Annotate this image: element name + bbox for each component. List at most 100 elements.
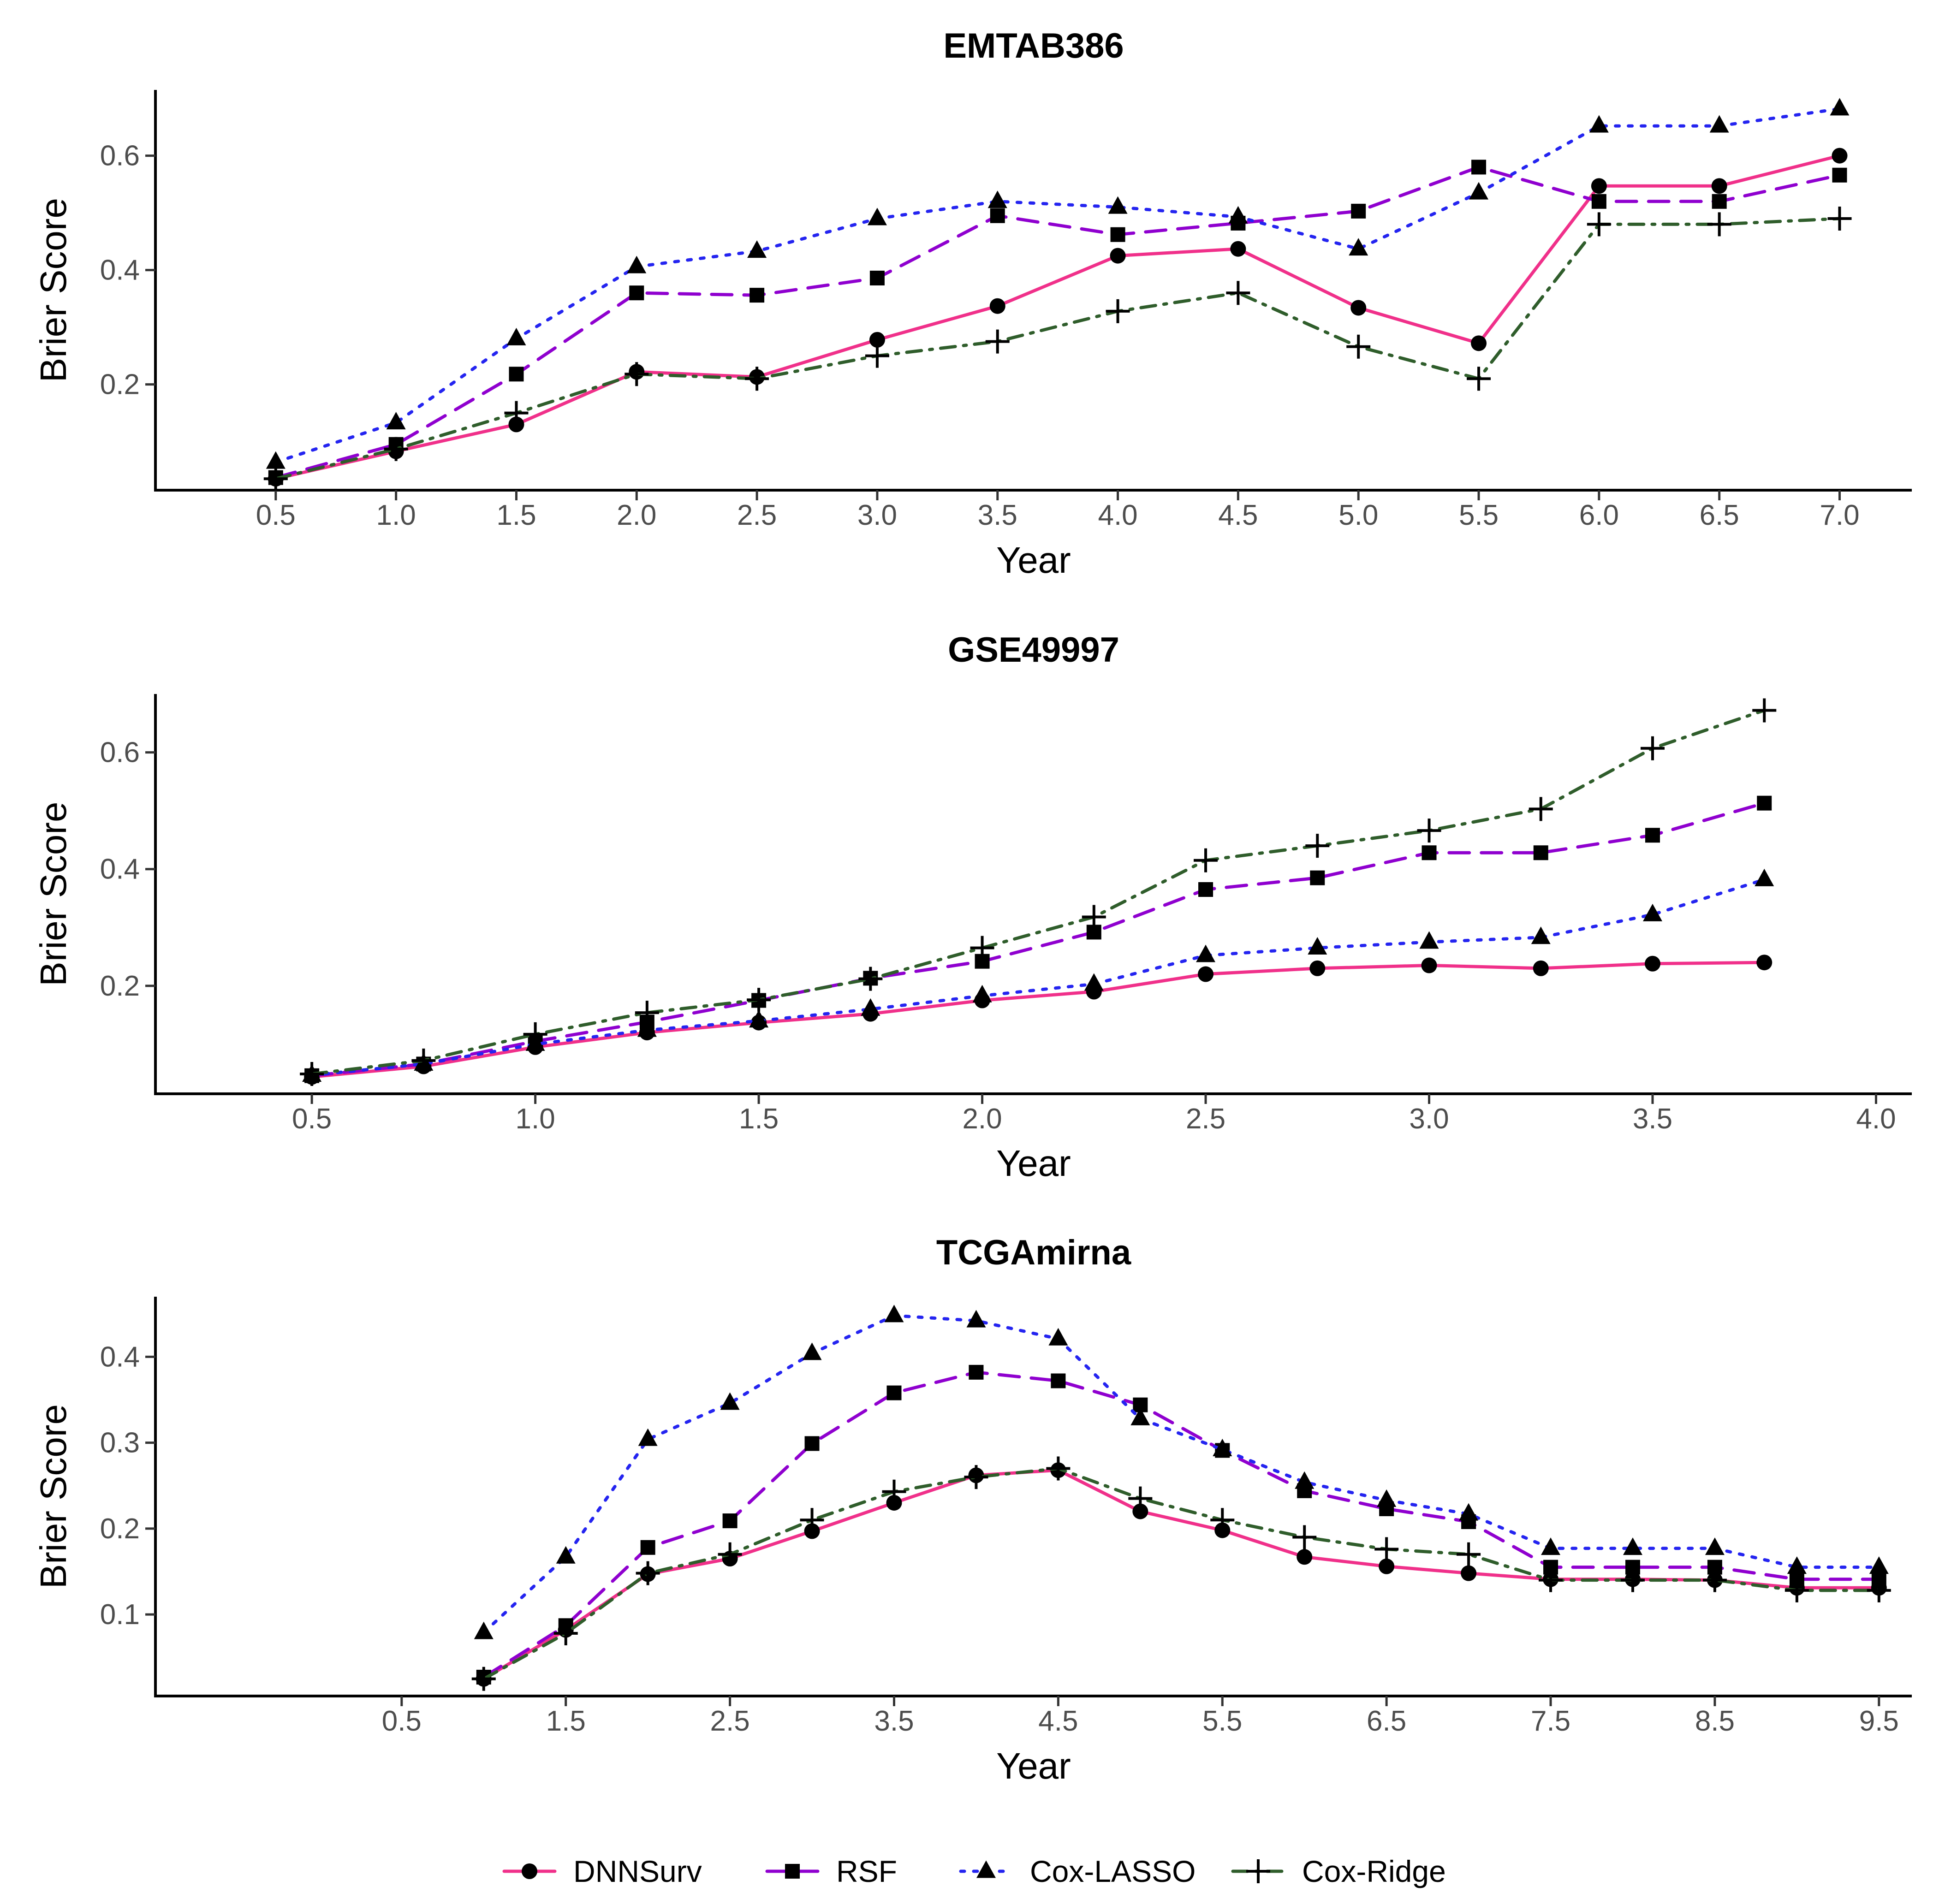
x-tick-label: 4.5: [1218, 499, 1258, 531]
data-point-cox-ridge: [745, 367, 769, 391]
legend: DNNSurv RSF Cox-LASSO Cox-Ridge: [502, 1854, 1446, 1888]
data-point-cox-ridge: [1082, 905, 1106, 929]
data-point-cox-lasso: [556, 1546, 576, 1564]
data-point-dnnsurv: [1645, 955, 1661, 972]
x-axis-label: Year: [996, 1143, 1071, 1184]
x-tick-label: 6.0: [1579, 499, 1619, 531]
legend-item-cox-lasso: Cox-LASSO: [959, 1854, 1196, 1888]
legend-label: DNNSurv: [573, 1854, 702, 1888]
data-point-dnnsurv: [1832, 148, 1848, 164]
series-rsf: [268, 160, 1847, 485]
data-point-cox-lasso: [1048, 1328, 1068, 1346]
data-point-cox-lasso: [972, 985, 992, 1002]
series-line-cox-lasso: [274, 107, 1841, 464]
data-point-cox-lasso: [1108, 196, 1128, 214]
y-axis-label: Brier Score: [33, 198, 74, 382]
data-point-cox-ridge: [1752, 698, 1777, 723]
data-point-rsf: [509, 367, 524, 382]
data-point-dnnsurv: [1711, 178, 1727, 194]
data-point-cox-ridge: [411, 1048, 436, 1073]
x-tick-label: 6.5: [1367, 1705, 1406, 1737]
x-tick-label: 3.0: [1409, 1103, 1449, 1135]
data-point-rsf: [749, 288, 765, 303]
data-point-rsf: [804, 1436, 820, 1451]
y-tick-label: 0.4: [100, 1341, 140, 1373]
data-point-cox-ridge: [1346, 334, 1371, 359]
y-tick-label: 0.6: [100, 140, 140, 172]
y-tick-label: 0.6: [100, 737, 140, 769]
x-tick-label: 3.5: [1633, 1103, 1672, 1135]
data-point-dnnsurv: [1110, 248, 1126, 264]
data-point-rsf: [722, 1513, 738, 1529]
data-point-cox-ridge: [800, 1508, 824, 1532]
data-point-cox-ridge: [1641, 736, 1665, 760]
data-point-cox-ridge: [1128, 1486, 1153, 1511]
panel-title: EMTAB386: [943, 26, 1124, 65]
data-point-cox-lasso: [749, 1010, 769, 1028]
data-point-rsf: [990, 208, 1005, 223]
data-point-cox-ridge: [1529, 797, 1553, 821]
series-dnnsurv: [304, 955, 1773, 1085]
data-point-cox-lasso: [1228, 206, 1248, 224]
data-point-dnnsurv: [1198, 966, 1214, 982]
data-point-cox-lasso: [867, 208, 887, 225]
data-point-dnnsurv: [1533, 960, 1549, 976]
y-tick-label: 0.4: [100, 255, 140, 286]
series-cox-ridge: [263, 207, 1852, 491]
data-point-cox-lasso: [1377, 1489, 1397, 1507]
data-point-cox-ridge: [1046, 1456, 1071, 1481]
data-point-cox-ridge: [1292, 1525, 1317, 1549]
data-point-cox-ridge: [1374, 1537, 1399, 1561]
data-point-cox-ridge: [1867, 1578, 1891, 1602]
data-point-rsf: [1533, 845, 1548, 860]
legend-key-marker: [1246, 1859, 1270, 1883]
data-point-dnnsurv: [1350, 300, 1367, 316]
data-point-cox-ridge: [471, 1667, 496, 1691]
data-point-cox-ridge: [1702, 1568, 1727, 1592]
x-tick-label: 4.0: [1098, 499, 1137, 531]
data-point-rsf: [886, 1385, 902, 1400]
data-point-cox-lasso: [266, 451, 286, 469]
data-point-cox-ridge: [1210, 1508, 1235, 1532]
data-point-cox-ridge: [1539, 1568, 1563, 1592]
x-tick-label: 1.5: [546, 1705, 586, 1737]
data-point-cox-ridge: [964, 1465, 988, 1489]
chart-panels: EMTAB386 0.5 1.0 1.5 2.0 2.5 3.0 3.5 4.0 4.5 5.0 5.…: [33, 26, 1912, 1786]
data-point-cox-lasso: [637, 1019, 657, 1037]
data-point-cox-lasso: [1869, 1556, 1889, 1574]
x-tick-label: 0.5: [292, 1103, 332, 1135]
series-line-dnnsurv: [310, 961, 1766, 1079]
data-point-rsf: [1198, 882, 1213, 897]
panel-tcgamirna: TCGAmirna 0.5 1.5 2.5 3.5 4.5 5.5 6.5 7.5 8.5 9.5 0…: [33, 1233, 1912, 1786]
y-tick-label: 0.2: [100, 1513, 140, 1545]
data-point-cox-ridge: [865, 344, 889, 368]
data-point-cox-ridge: [1106, 299, 1130, 323]
series-dnnsurv: [268, 148, 1848, 487]
data-point-cox-lasso: [1709, 115, 1729, 133]
x-tick-label: 2.5: [710, 1705, 750, 1737]
panel-title: TCGAmirna: [936, 1233, 1131, 1272]
data-point-rsf: [969, 1364, 984, 1380]
data-point-dnnsurv: [1379, 1558, 1395, 1574]
data-point-cox-lasso: [802, 1342, 822, 1360]
x-tick-label: 3.0: [857, 499, 897, 531]
data-point-rsf: [869, 270, 885, 285]
data-point-cox-lasso: [1643, 903, 1663, 921]
data-point-cox-lasso: [627, 255, 647, 273]
data-point-cox-ridge: [1827, 207, 1852, 231]
x-tick-label: 2.0: [962, 1103, 1002, 1135]
x-tick-label: 0.5: [256, 499, 296, 531]
x-axis-label: Year: [996, 1745, 1071, 1786]
data-point-dnnsurv: [1421, 957, 1437, 973]
x-tick-label: 1.0: [376, 499, 416, 531]
data-point-cox-lasso: [1196, 944, 1216, 962]
x-tick-label: 5.0: [1338, 499, 1378, 531]
data-point-cox-ridge: [858, 967, 883, 991]
series-line-dnnsurv: [274, 154, 1841, 480]
data-point-cox-lasso: [1755, 868, 1774, 886]
data-point-cox-ridge: [1587, 212, 1611, 237]
data-point-rsf: [629, 285, 644, 301]
data-point-cox-lasso: [1308, 937, 1327, 955]
x-tick-label: 5.5: [1459, 499, 1499, 531]
data-point-rsf: [1351, 203, 1366, 219]
